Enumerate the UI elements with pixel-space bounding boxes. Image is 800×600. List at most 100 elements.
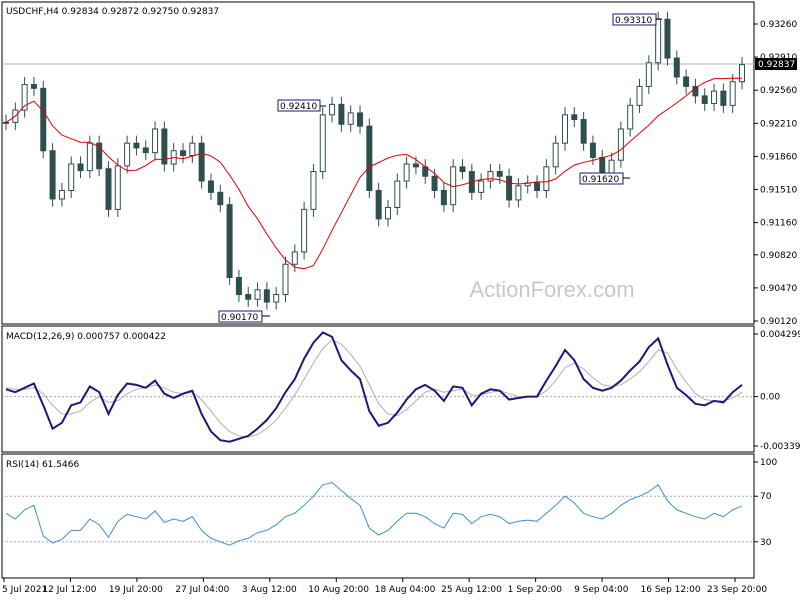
candle-body xyxy=(263,289,270,303)
candle-body xyxy=(692,85,699,97)
candle-body xyxy=(711,90,718,104)
candle-body xyxy=(338,103,345,125)
candle xyxy=(68,156,75,199)
candle-body xyxy=(478,180,485,193)
candle xyxy=(329,96,336,123)
candle-body xyxy=(552,142,559,168)
macd-header: MACD(12,26,9) 0.000757 0.000422 xyxy=(6,332,166,342)
candle xyxy=(627,97,634,137)
candles xyxy=(3,11,745,310)
candle xyxy=(645,55,652,94)
candle-body xyxy=(683,76,690,87)
price-tick-label: 0.91510 xyxy=(760,186,797,196)
annotation-high-aug: 0.92410 xyxy=(277,99,326,112)
candle-body xyxy=(124,142,131,167)
time-tick-label: 23 Sep 20:00 xyxy=(707,585,767,595)
time-tick-label: 5 Jul 2021 xyxy=(2,585,47,595)
candle-body xyxy=(412,163,419,168)
candle xyxy=(394,173,401,216)
candle xyxy=(226,197,233,286)
candle xyxy=(49,143,56,207)
price-frame xyxy=(1,1,755,325)
candle-body xyxy=(701,95,708,104)
price-tick-label: 0.90820 xyxy=(760,251,797,261)
candle xyxy=(552,135,559,175)
candle xyxy=(105,161,112,217)
candle-body xyxy=(301,208,308,253)
price-header: USDCHF,H4 0.92834 0.92872 0.92750 0.9283… xyxy=(6,7,219,17)
candle-body xyxy=(431,175,438,191)
candle xyxy=(124,135,131,174)
last-price-tag-label: 0.92837 xyxy=(758,60,795,70)
annotation-low-jul: 0.90170 xyxy=(218,310,270,323)
moving-average-line xyxy=(5,77,743,270)
price-tick-label: 0.90120 xyxy=(760,317,797,327)
candle-body xyxy=(319,114,326,173)
candle-body xyxy=(645,62,652,87)
candle-body xyxy=(161,128,168,165)
candle-body xyxy=(739,64,745,83)
macd-panel: 0.004299 0.00 -0.003396 MACD(12,26,9) 0.00… xyxy=(1,325,800,453)
candle xyxy=(617,121,624,168)
candle xyxy=(636,78,643,113)
candle xyxy=(561,107,568,151)
candle-body xyxy=(217,191,224,206)
candle xyxy=(282,256,289,303)
candle xyxy=(347,105,354,132)
candle xyxy=(701,88,708,112)
time-tick-label: 25 Aug 12:00 xyxy=(441,585,502,595)
rsi-tick-label: 30 xyxy=(760,538,772,548)
candle xyxy=(273,286,280,310)
candle-body xyxy=(347,112,354,125)
last-price-tag: 0.92837 xyxy=(755,58,797,71)
candle-body xyxy=(608,159,615,174)
candle-body xyxy=(366,125,373,191)
candle-body xyxy=(142,147,149,154)
candle xyxy=(133,135,140,156)
macd-tick-label: 0.00 xyxy=(760,393,780,403)
candle xyxy=(515,178,522,208)
candle xyxy=(319,107,326,180)
candle-body xyxy=(534,182,541,191)
price-tick-label: 0.90470 xyxy=(760,284,797,294)
macd-frame xyxy=(1,325,755,453)
candle-body xyxy=(198,142,205,182)
candle xyxy=(338,96,345,132)
candle xyxy=(198,135,205,189)
candle-body xyxy=(114,165,121,210)
candle xyxy=(366,118,373,199)
time-tick-label: 27 Jul 04:00 xyxy=(175,585,229,595)
candle xyxy=(58,182,65,207)
candle xyxy=(384,199,391,227)
annotation-high-sep: 0.93310 xyxy=(612,13,662,26)
candle-body xyxy=(254,289,261,300)
rsi-line xyxy=(5,481,743,546)
candle xyxy=(40,80,47,159)
annotation-label: 0.93310 xyxy=(615,16,652,26)
candle xyxy=(692,78,699,104)
candle xyxy=(180,143,187,164)
rsi-panel: 100 70 30 RSI(14) 61.5466 xyxy=(1,453,777,579)
candle-body xyxy=(86,142,93,172)
candle xyxy=(142,140,149,161)
candle xyxy=(301,201,308,260)
candle xyxy=(720,83,727,113)
candle-body xyxy=(403,163,410,182)
candle xyxy=(254,282,261,307)
candle-body xyxy=(40,87,47,152)
candle-body xyxy=(180,150,187,156)
candle-body xyxy=(440,189,447,206)
candle-body xyxy=(21,84,28,111)
candle-body xyxy=(58,189,65,200)
time-tick-label: 9 Sep 04:00 xyxy=(574,585,629,595)
candle-body xyxy=(543,166,550,191)
candle-body xyxy=(487,171,494,182)
rsi-tick-label: 100 xyxy=(760,458,777,468)
candle-body xyxy=(189,142,196,156)
candle-body xyxy=(617,128,624,161)
candle xyxy=(711,83,718,112)
candle xyxy=(77,156,84,179)
rsi-axis: 100 70 30 xyxy=(754,458,777,548)
